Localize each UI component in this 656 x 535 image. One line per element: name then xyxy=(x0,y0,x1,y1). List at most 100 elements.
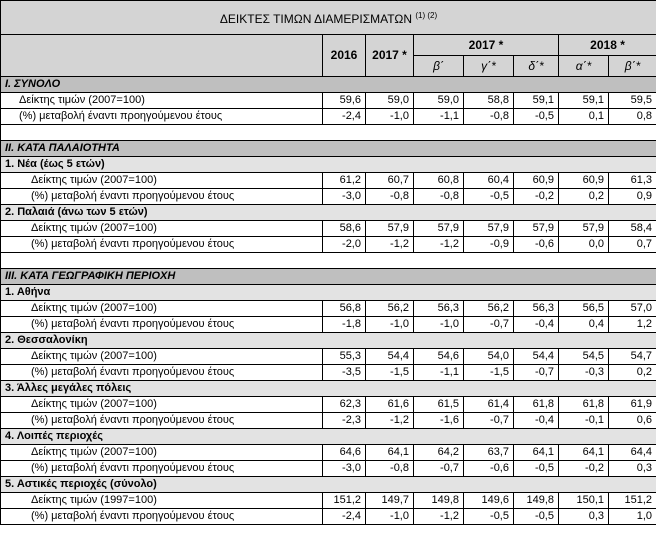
group-label: 5. Αστικές περιοχές (σύνολο) xyxy=(0,476,656,493)
value-cell: 0,4 xyxy=(558,316,609,333)
row-label: (%) μεταβολή έναντι προηγούμενου έτους xyxy=(0,236,323,253)
value-row: (%) μεταβολή έναντι προηγούμενου έτους -1… xyxy=(0,316,656,333)
value-cell: 56,3 xyxy=(513,300,559,317)
value-cell: 59,6 xyxy=(322,92,366,109)
value-cell: 57,9 xyxy=(413,220,464,237)
value-cell: -0,5 xyxy=(513,508,559,525)
value-cell: 60,8 xyxy=(413,172,464,189)
value-cell: 59,5 xyxy=(607,92,656,109)
section-label: I. ΣΥΝΟΛΟ xyxy=(0,76,656,93)
value-cell: 1,2 xyxy=(607,316,656,333)
value-row: Δείκτης τιμών (2007=100) 56,8 56,2 56,3 56,2… xyxy=(0,300,656,317)
value-cell: 64,4 xyxy=(607,444,656,461)
value-cell: 54,4 xyxy=(513,348,559,365)
group-row: 2. Θεσσαλονίκη xyxy=(0,332,656,349)
year-header: 2016 xyxy=(322,34,366,77)
value-cell: 54,0 xyxy=(463,348,514,365)
value-cell: -0,3 xyxy=(558,364,609,381)
quarter-header: β΄ xyxy=(413,55,464,77)
value-row: (%) μεταβολή έναντι προηγούμενου έτους -2… xyxy=(0,108,656,125)
value-cell: -0,1 xyxy=(558,412,609,429)
value-cell: 64,6 xyxy=(322,444,366,461)
value-cell: 0,9 xyxy=(607,188,656,205)
value-cell: 61,2 xyxy=(322,172,366,189)
value-cell: 0,3 xyxy=(558,508,609,525)
group-row: 1. Νέα (έως 5 ετών) xyxy=(0,156,656,173)
value-cell: 0,6 xyxy=(607,412,656,429)
value-cell: -0,5 xyxy=(463,508,514,525)
value-cell: -0,4 xyxy=(513,412,559,429)
value-cell: -3,0 xyxy=(322,460,366,477)
value-cell: -1,8 xyxy=(322,316,366,333)
value-cell: 150,1 xyxy=(558,492,609,509)
row-label: Δείκτης τιμών (2007=100) xyxy=(0,396,323,413)
row-label: (%) μεταβολή έναντι προηγούμενου έτους xyxy=(0,188,323,205)
value-cell: 61,6 xyxy=(365,396,414,413)
value-row: Δείκτης τιμών (2007=100) 58,6 57,9 57,9 57,9… xyxy=(0,220,656,237)
value-cell: 61,5 xyxy=(413,396,464,413)
group-label: 3. Άλλες μεγάλες πόλεις xyxy=(0,380,656,397)
value-cell: 59,1 xyxy=(513,92,559,109)
value-row: (%) μεταβολή έναντι προηγούμενου έτους -2… xyxy=(0,236,656,253)
spacer-row xyxy=(0,124,656,141)
year-header: 2017 * xyxy=(365,34,414,77)
value-cell: -0,8 xyxy=(365,188,414,205)
year-header: 2017 * xyxy=(413,34,559,56)
value-cell: 57,9 xyxy=(558,220,609,237)
value-cell: 0,0 xyxy=(558,236,609,253)
value-cell: 54,6 xyxy=(413,348,464,365)
value-cell: -1,1 xyxy=(413,108,464,125)
value-cell: -0,6 xyxy=(513,236,559,253)
value-cell: 149,8 xyxy=(413,492,464,509)
value-cell: 0,7 xyxy=(607,236,656,253)
group-row: 4. Λοιπές περιοχές xyxy=(0,428,656,445)
value-cell: -0,8 xyxy=(463,108,514,125)
section-row: II. ΚΑΤΑ ΠΑΛΑΙΟΤΗΤΑ xyxy=(0,140,656,157)
title-cell: ΔΕΙΚΤΕΣ ΤΙΜΩΝ ΔΙΑΜΕΡΙΣΜΑΤΩΝ (1) (2) xyxy=(0,0,656,35)
spacer-row xyxy=(0,252,656,269)
value-cell: -0,5 xyxy=(513,108,559,125)
value-cell: -1,5 xyxy=(365,364,414,381)
row-label: (%) μεταβολή έναντι προηγούμενου έτους xyxy=(0,108,323,125)
group-label: 1. Νέα (έως 5 ετών) xyxy=(0,156,656,173)
value-row: (%) μεταβολή έναντι προηγούμενου έτους -3… xyxy=(0,188,656,205)
value-cell: 64,1 xyxy=(365,444,414,461)
group-row: 1. Αθήνα xyxy=(0,284,656,301)
value-cell: 1,0 xyxy=(607,508,656,525)
value-cell: 58,8 xyxy=(463,92,514,109)
value-cell: 0,3 xyxy=(607,460,656,477)
value-row: (%) μεταβολή έναντι προηγούμενου έτους -2… xyxy=(0,508,656,525)
value-cell: 55,3 xyxy=(322,348,366,365)
section-row: I. ΣΥΝΟΛΟ xyxy=(0,76,656,93)
value-cell: -0,7 xyxy=(463,316,514,333)
value-cell: -0,7 xyxy=(413,460,464,477)
value-cell: -0,9 xyxy=(463,236,514,253)
value-cell: 56,2 xyxy=(365,300,414,317)
value-cell: 54,7 xyxy=(607,348,656,365)
row-label: (%) μεταβολή έναντι προηγούμενου έτους xyxy=(0,508,323,525)
value-cell: -0,7 xyxy=(513,364,559,381)
value-cell: -1,2 xyxy=(365,236,414,253)
value-cell: 54,5 xyxy=(558,348,609,365)
row-label: (%) μεταβολή έναντι προηγούμενου έτους xyxy=(0,364,323,381)
value-cell: 59,0 xyxy=(365,92,414,109)
value-cell: 60,9 xyxy=(558,172,609,189)
value-cell: -1,0 xyxy=(413,316,464,333)
value-cell: -1,2 xyxy=(413,236,464,253)
value-row: Δείκτης τιμών (2007=100) 64,6 64,1 64,2 63,7… xyxy=(0,444,656,461)
value-cell: 61,9 xyxy=(607,396,656,413)
value-cell: -2,3 xyxy=(322,412,366,429)
value-cell: 151,2 xyxy=(607,492,656,509)
value-cell: 61,8 xyxy=(513,396,559,413)
spacer xyxy=(0,124,656,141)
value-cell: 63,7 xyxy=(463,444,514,461)
value-cell: 61,4 xyxy=(463,396,514,413)
value-cell: 56,5 xyxy=(558,300,609,317)
value-cell: 149,6 xyxy=(463,492,514,509)
value-cell: 61,3 xyxy=(607,172,656,189)
value-row: Δείκτης τιμών (2007=100) 61,2 60,7 60,8 60,4… xyxy=(0,172,656,189)
value-row: (%) μεταβολή έναντι προηγούμενου έτους -3… xyxy=(0,460,656,477)
value-cell: -1,2 xyxy=(365,412,414,429)
group-label: 2. Θεσσαλονίκη xyxy=(0,332,656,349)
